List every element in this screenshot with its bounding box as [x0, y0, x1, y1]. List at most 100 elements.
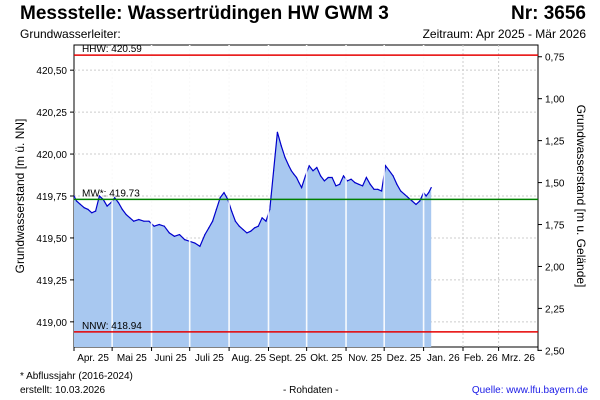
data-point: [143, 220, 145, 222]
data-point: [208, 227, 210, 229]
data-point: [125, 213, 127, 216]
data-point: [129, 217, 131, 219]
data-point: [381, 190, 383, 192]
axes: 419,00 419,25 419,50 419,75 420,00 420,25 420,…: [36, 53, 564, 364]
created-date: erstellt: 10.03.2026: [20, 385, 106, 396]
data-point: [403, 193, 406, 195]
data-point: [261, 217, 263, 219]
y-tick-label-left: 420,00: [36, 150, 67, 161]
data-point: [95, 210, 97, 212]
data-point: [316, 166, 318, 169]
data-point: [396, 183, 398, 185]
y-axis-label-left: Grundwasserstand [m ü. NN]: [13, 119, 27, 274]
data-point: [250, 230, 252, 232]
data-point: [153, 225, 155, 227]
data-point: [98, 195, 100, 197]
data-point: [246, 232, 248, 234]
y-axis-label-right: Grundwasserstand [m u. Gelände]: [574, 105, 588, 288]
data-point: [290, 170, 292, 172]
y-tick-label-left: 419,50: [36, 234, 67, 245]
data-point: [288, 165, 290, 167]
data-point: [148, 220, 150, 222]
series-area: [74, 132, 432, 347]
x-tick-label: Dez. 25: [387, 353, 422, 364]
period-label: Zeitraum: Apr 2025 - Mär 2026: [422, 27, 586, 41]
data-point: [415, 203, 417, 205]
data-point: [331, 176, 333, 179]
data-point: [320, 175, 322, 177]
reference-label: HHW: 420.59: [82, 44, 142, 55]
data-point: [75, 200, 78, 202]
y-tick-label-right: 2,50: [545, 346, 565, 357]
data-point: [173, 235, 175, 237]
data-point: [354, 182, 356, 184]
data-point: [194, 242, 196, 244]
data-point: [411, 200, 413, 202]
data-point: [430, 187, 432, 189]
data-point: [158, 223, 160, 226]
y-tick-label-right: 1,00: [545, 95, 565, 106]
data-point: [219, 197, 221, 199]
x-tick-label: Jan. 26: [427, 353, 460, 364]
y-tick-label-right: 2,00: [545, 262, 565, 273]
data-point: [133, 220, 135, 222]
x-tick-label: Apr. 25: [77, 353, 109, 364]
data-point: [242, 229, 244, 231]
data-point: [295, 176, 298, 179]
data-point: [298, 182, 300, 184]
data-point: [365, 176, 367, 179]
data-point: [369, 183, 371, 185]
station-number: Nr: 3656: [511, 3, 586, 24]
data-point: [265, 220, 267, 222]
data-point: [384, 165, 387, 167]
y-tick-label-left: 419,25: [36, 276, 67, 287]
data-point: [121, 208, 123, 210]
data-point: [110, 202, 112, 204]
x-tick-label: Juni 25: [154, 353, 187, 364]
rawdata-label: - Rohdaten -: [283, 385, 339, 396]
data-point: [276, 131, 278, 133]
data-point: [312, 170, 314, 172]
y-tick-label-right: 1,25: [545, 137, 565, 148]
data-point: [138, 218, 140, 221]
data-point: [234, 220, 236, 222]
series: [73, 131, 432, 347]
y-tick-label-right: 0,75: [545, 53, 565, 64]
aquifer-label: Grundwasserleiter:: [20, 27, 121, 41]
data-point: [308, 165, 310, 167]
data-point: [304, 175, 306, 177]
data-point: [204, 234, 206, 236]
y-tick-label-left: 419,00: [36, 318, 67, 329]
data-point: [273, 170, 275, 172]
data-point: [231, 210, 233, 212]
data-point: [358, 183, 360, 185]
x-tick-label: Juli 25: [195, 353, 224, 364]
data-point: [168, 232, 170, 234]
x-tick-label: Nov. 25: [348, 353, 382, 364]
y-tick-label-right: 1,75: [545, 221, 565, 232]
data-point: [184, 239, 186, 241]
data-point: [91, 212, 93, 214]
month-lines: [111, 45, 425, 347]
data-point: [323, 180, 325, 182]
data-point: [400, 190, 402, 192]
x-tick-label: Aug. 25: [232, 353, 267, 364]
data-point: [212, 220, 214, 222]
data-point: [83, 207, 85, 209]
data-point: [425, 195, 427, 197]
data-point: [106, 205, 108, 207]
data-point: [407, 197, 409, 199]
data-point: [342, 175, 345, 177]
data-point: [178, 234, 181, 236]
source-link[interactable]: Quelle: www.lfu.bayern.de: [471, 385, 588, 396]
y-tick-label-left: 420,25: [36, 108, 67, 119]
reference-label: NNW: 418.94: [82, 321, 142, 332]
data-point: [377, 188, 379, 190]
x-tick-label: Feb. 26: [464, 353, 498, 364]
data-point: [428, 192, 430, 194]
reference-lines: HHW: 420.59 MW*: 419.73 NNW: 418.94: [74, 44, 538, 333]
data-point: [293, 173, 295, 175]
x-tick-label: Okt. 25: [310, 353, 343, 364]
y-tick-label-left: 420,50: [36, 66, 67, 77]
data-point: [257, 225, 259, 227]
